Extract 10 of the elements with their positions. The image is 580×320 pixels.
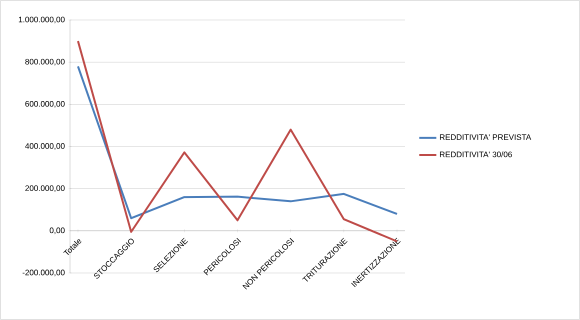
y-tick-label: 0,00 bbox=[50, 228, 65, 234]
y-tick-label: 400.000,00 bbox=[25, 143, 65, 150]
y-tick-label: 200.000,00 bbox=[25, 185, 65, 192]
legend-label: REDDITIVITA' 30/06 bbox=[440, 151, 512, 158]
y-tick-label: -200.000,00 bbox=[22, 270, 65, 276]
y-tick-label: 800.000,00 bbox=[25, 58, 65, 66]
y-tick-label: 1.000.000,00 bbox=[18, 16, 65, 24]
y-tick-label: 600.000,00 bbox=[25, 101, 65, 108]
line-series bbox=[76, 65, 398, 220]
legend-label: REDDITIVITA' PREVISTA bbox=[440, 134, 532, 140]
